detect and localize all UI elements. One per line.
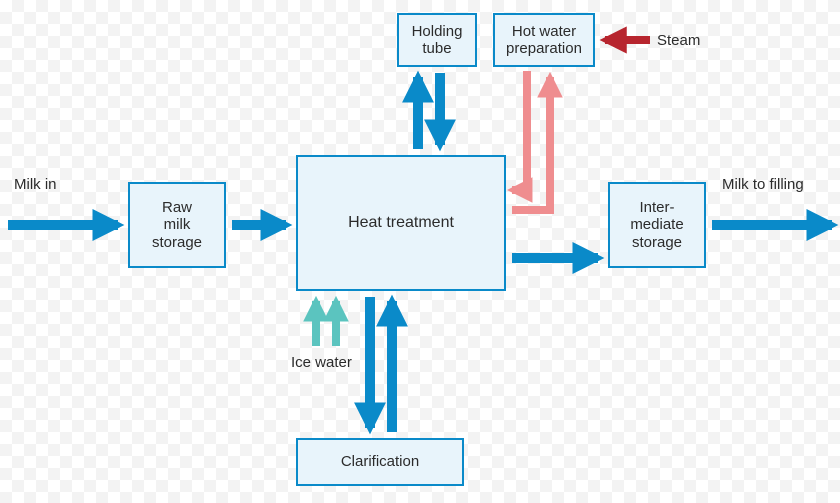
label-milk-out: Milk to filling	[722, 176, 804, 193]
node-holding-tube: Holdingtube	[397, 13, 477, 67]
node-inter-storage: Inter-mediatestorage	[608, 182, 706, 268]
node-label: Hot waterpreparation	[506, 23, 582, 58]
node-label: Holdingtube	[412, 23, 463, 58]
node-raw-storage: Rawmilkstorage	[128, 182, 226, 268]
node-label: Inter-mediatestorage	[630, 199, 683, 251]
node-hot-water: Hot waterpreparation	[493, 13, 595, 67]
node-clarification: Clarification	[296, 438, 464, 486]
arrow-heat_to_hot	[512, 77, 550, 210]
arrow-hot_to_heat	[512, 71, 527, 190]
label-ice-water: Ice water	[291, 354, 352, 371]
diagram-stage: Holdingtube Hot waterpreparation Rawmilk…	[0, 0, 840, 503]
node-heat-treatment: Heat treatment	[296, 155, 506, 291]
label-milk-in: Milk in	[14, 176, 57, 193]
node-label: Clarification	[341, 453, 419, 470]
node-label: Heat treatment	[348, 214, 454, 232]
node-label: Rawmilkstorage	[152, 199, 202, 251]
label-steam: Steam	[657, 32, 700, 49]
